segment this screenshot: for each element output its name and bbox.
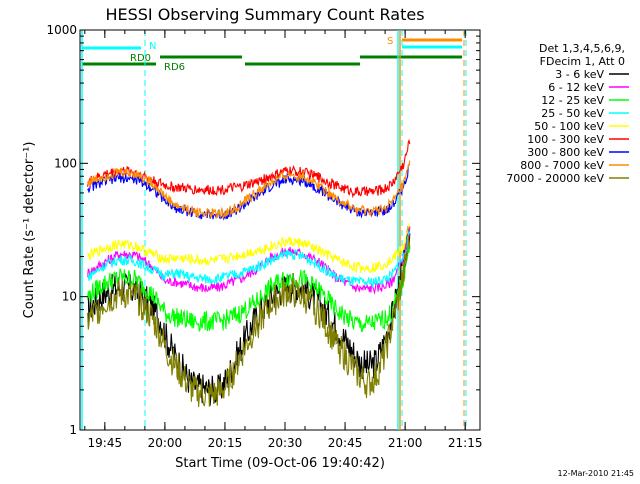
x-tick-label: 20:30 bbox=[268, 436, 303, 450]
legend-entry-label: 800 - 7000 keV bbox=[520, 159, 604, 172]
legend-entry-label: 12 - 25 keV bbox=[541, 94, 604, 107]
series-line-4 bbox=[87, 230, 411, 289]
legend-entry-label: 50 - 100 keV bbox=[534, 120, 604, 133]
legend-entry-label: 100 - 300 keV bbox=[527, 133, 604, 146]
legend-entry-label: 7000 - 20000 keV bbox=[506, 172, 604, 185]
state-label-rd0: RD0 bbox=[130, 53, 151, 64]
chart-title: HESSI Observing Summary Count Rates bbox=[105, 5, 424, 24]
series-line-8 bbox=[87, 160, 411, 220]
x-axis-label: Start Time (09-Oct-06 19:40:42) bbox=[175, 456, 385, 471]
y-tick-label: 10 bbox=[62, 290, 77, 304]
ticks-layer: 1 10 100 1000 19:45 20:00 20:15 20:30 20:45 21:00… bbox=[46, 23, 482, 450]
state-label-s: S bbox=[387, 36, 393, 47]
series-line-2 bbox=[87, 226, 411, 295]
legend-entry-label: 25 - 50 keV bbox=[541, 107, 604, 120]
legend-entry-label: 6 - 12 keV bbox=[548, 81, 604, 94]
plot-frame bbox=[79, 29, 481, 431]
legend-entry-label: 3 - 6 keV bbox=[555, 68, 604, 81]
series-line-3 bbox=[87, 238, 411, 333]
x-tick-label: 20:15 bbox=[208, 436, 243, 450]
plot-area: N RD0 RD6 S 1 10 100 1000 19:45 20:00 20:15 20:… bbox=[46, 23, 482, 450]
x-tick-label: 19:45 bbox=[88, 436, 123, 450]
legend-header-line: Det 1,3,4,5,6,9, bbox=[539, 42, 625, 55]
marker-lines bbox=[81, 30, 467, 430]
state-bar-group: N RD0 RD6 S bbox=[82, 36, 462, 73]
series-layer bbox=[87, 138, 411, 408]
legend-entry-label: 300 - 800 keV bbox=[527, 146, 604, 159]
x-tick-label: 20:00 bbox=[148, 436, 183, 450]
y-tick-label: 1 bbox=[69, 423, 77, 437]
state-label-rd6: RD6 bbox=[164, 62, 185, 73]
series-line-5 bbox=[87, 222, 411, 274]
legend-header-line: FDecim 1, Att 0 bbox=[540, 55, 625, 68]
series-line-9 bbox=[87, 235, 411, 408]
footer-date: 12-Mar-2010 21:45 bbox=[558, 469, 635, 478]
state-label-n: N bbox=[149, 41, 156, 52]
x-tick-label: 21:00 bbox=[388, 436, 423, 450]
y-axis-label: Count Rate (s⁻¹ detector⁻¹) bbox=[22, 142, 37, 319]
y-tick-label: 1000 bbox=[46, 23, 77, 37]
legend: Det 1,3,4,5,6,9,FDecim 1, Att 03 - 6 keV… bbox=[506, 42, 629, 185]
x-tick-label: 21:15 bbox=[448, 436, 483, 450]
x-tick-label: 20:45 bbox=[328, 436, 363, 450]
y-tick-label: 100 bbox=[54, 156, 77, 170]
